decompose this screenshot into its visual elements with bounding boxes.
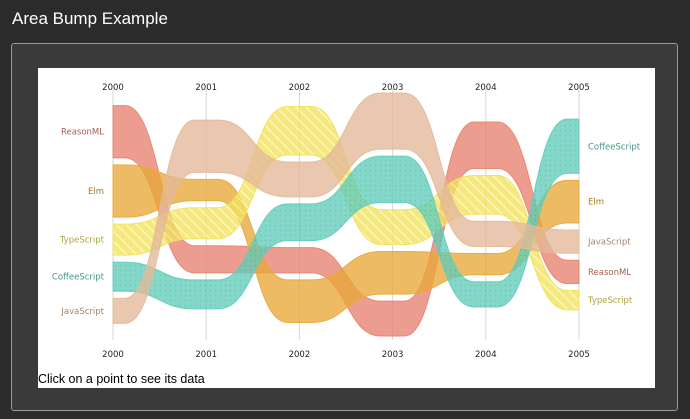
label-start-elm: Elm [88, 187, 104, 197]
label-end-reasonml: ReasonML [588, 268, 631, 278]
app-title: Area Bump Example [12, 9, 168, 28]
tick-bottom-2004: 2004 [475, 350, 497, 360]
tick-bottom-2003: 2003 [382, 350, 404, 360]
label-start-javascript: JavaScript [60, 307, 104, 317]
tick-bottom-2005: 2005 [568, 350, 590, 360]
label-end-coffeescript: CoffeeScript [588, 142, 641, 152]
tick-top-2002: 2002 [289, 83, 311, 93]
series-labels: ReasonML ReasonML Elm Elm TypeScript TypeScri… [52, 128, 641, 317]
series-areas [112, 92, 580, 337]
label-end-typescript: TypeScript [587, 296, 633, 306]
label-end-javascript: JavaScript [587, 238, 631, 248]
tick-top-2001: 2001 [195, 83, 217, 93]
tick-top-2003: 2003 [382, 83, 404, 93]
tick-bottom-2001: 2001 [195, 350, 217, 360]
chart-card: 2000 2000 2001 2001 2002 2002 2003 2003 2004 2004… [38, 68, 655, 388]
axis-ticks: 2000 2000 2001 2001 2002 2002 2003 2003 2004 2004… [102, 83, 590, 360]
area-bump-chart: 2000 2000 2001 2001 2002 2002 2003 2003 2004 2004… [52, 83, 641, 360]
area-reasonml[interactable] [112, 105, 580, 337]
tick-top-2004: 2004 [475, 83, 497, 93]
tick-top-2000: 2000 [102, 83, 124, 93]
tick-bottom-2000: 2000 [102, 350, 124, 360]
tick-top-2005: 2005 [568, 83, 590, 93]
hint-text: Click on a point to see its data [38, 372, 205, 386]
tick-bottom-2002: 2002 [289, 350, 311, 360]
label-end-elm: Elm [588, 198, 604, 208]
label-start-coffeescript: CoffeeScript [52, 273, 105, 283]
label-start-reasonml: ReasonML [61, 128, 104, 138]
area-coffeescript[interactable] [112, 118, 580, 310]
label-start-typescript: TypeScript [59, 236, 105, 246]
area-javascript[interactable] [112, 92, 580, 324]
